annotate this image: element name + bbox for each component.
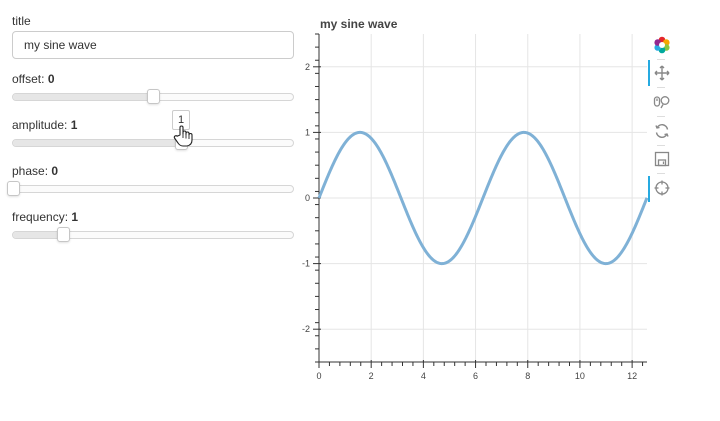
- plot-title: my sine wave: [320, 17, 398, 31]
- hover-tool-icon[interactable]: [650, 177, 674, 199]
- phase-value: 0: [51, 164, 59, 178]
- x-tick-label: 8: [525, 371, 530, 381]
- toolbar-separator: [657, 145, 665, 146]
- x-tick-label: 0: [316, 371, 321, 381]
- frequency-label-text: frequency:: [12, 210, 72, 224]
- pan-active-indicator: [648, 60, 650, 86]
- frequency-label: frequency: 1: [12, 210, 78, 224]
- amplitude-label: amplitude: 1: [12, 118, 77, 132]
- y-tick-label: 1: [305, 127, 310, 137]
- wheel-zoom-tool-icon[interactable]: [650, 91, 674, 113]
- x-tick-label: 4: [421, 371, 426, 381]
- amplitude-slider-fill: [13, 140, 181, 146]
- phase-label: phase: 0: [12, 164, 58, 178]
- offset-slider-fill: [13, 94, 153, 100]
- offset-label-text: offset:: [12, 72, 48, 86]
- frequency-slider-handle[interactable]: [57, 227, 71, 242]
- hover-active-indicator: [648, 176, 650, 202]
- x-tick-label: 12: [627, 371, 637, 381]
- bokeh-logo-icon[interactable]: [650, 34, 674, 56]
- frequency-slider-fill: [13, 232, 64, 238]
- reset-tool-icon[interactable]: [650, 120, 674, 142]
- title-input[interactable]: [12, 31, 294, 59]
- phase-slider-handle[interactable]: [7, 181, 20, 196]
- toolbar-separator: [657, 173, 665, 174]
- offset-slider[interactable]: [12, 89, 294, 104]
- offset-value: 0: [47, 72, 55, 86]
- phase-slider[interactable]: [7, 181, 294, 196]
- frequency-slider[interactable]: [12, 227, 294, 242]
- y-tick-label: 0: [305, 193, 310, 203]
- hand-cursor-icon: [173, 124, 195, 148]
- save-tool-icon[interactable]: [650, 148, 674, 170]
- title-label: title: [12, 14, 31, 28]
- x-tick-label: 2: [369, 371, 374, 381]
- phase-label-text: phase:: [12, 164, 52, 178]
- y-tick-label: -1: [302, 259, 310, 269]
- amplitude-value: 1: [70, 118, 78, 132]
- offset-slider-handle[interactable]: [147, 89, 160, 104]
- toolbar-separator: [657, 87, 665, 88]
- frequency-value: 1: [71, 210, 79, 224]
- y-tick-label: 2: [305, 62, 310, 72]
- y-tick-label: -2: [302, 324, 310, 334]
- x-tick-label: 6: [473, 371, 478, 381]
- amplitude-label-text: amplitude:: [12, 118, 71, 132]
- toolbar-separator: [657, 116, 665, 117]
- plot-toolbar: [648, 34, 674, 204]
- x-tick-label: 10: [575, 371, 585, 381]
- offset-label: offset: 0: [12, 72, 55, 86]
- plot-series: [317, 130, 649, 266]
- pan-tool-icon[interactable]: [650, 62, 674, 84]
- toolbar-separator: [657, 59, 665, 60]
- plot-grid: [318, 34, 647, 362]
- sine-line: [317, 130, 649, 266]
